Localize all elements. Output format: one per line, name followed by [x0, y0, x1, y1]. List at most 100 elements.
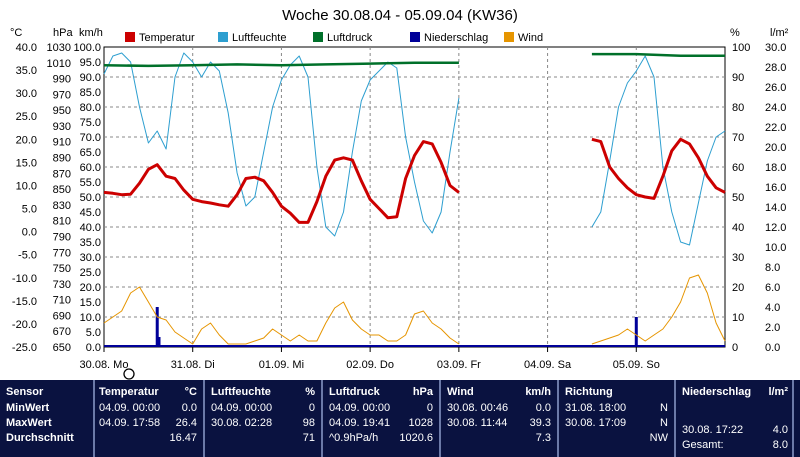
tick-label: 65.0: [80, 147, 101, 159]
tick-label: 2.0: [765, 322, 780, 334]
tick-label: 60.0: [80, 162, 101, 174]
tick-label: 26.0: [765, 82, 786, 94]
statistics-panel: Sensor MinWert MaxWert Durchschnitt Temp…: [0, 380, 800, 457]
luftdruck-min-time: 04.09. 00:00: [329, 402, 391, 414]
tick-label: 990: [53, 74, 71, 86]
niederschlag-total-value: 8.0: [772, 439, 788, 451]
axis-unit-label: °C: [10, 27, 22, 39]
stats-col-wind: Wind km/h 30.08. 00:46 0.0 30.08. 11:44 …: [441, 380, 559, 457]
niederschlag-max-value: 4.0: [772, 424, 788, 436]
tick-label: 970: [53, 89, 71, 101]
tick-label: 50: [732, 192, 744, 204]
tick-label: 55.0: [80, 177, 101, 189]
richtung-max-value: N: [660, 417, 668, 429]
tick-label: 24.0: [765, 102, 786, 114]
series-wind: [103, 274, 726, 345]
luftdruck-header: Luftdruck: [329, 386, 380, 398]
wind-avg-value: 7.3: [535, 432, 551, 444]
plot-area: [103, 46, 726, 348]
niederschlag-unit: l/m²: [768, 386, 788, 398]
tick-label: 790: [53, 231, 71, 243]
wind-max-value: 39.3: [529, 417, 551, 429]
rain-bars: [104, 307, 725, 347]
tick-label: 5.0: [86, 327, 101, 339]
tick-label: 30.0: [765, 42, 786, 54]
temperatur-max-value: 26.4: [175, 417, 197, 429]
temperatur-min-time: 04.09. 00:00: [99, 402, 161, 414]
tick-label: 10.0: [80, 312, 101, 324]
tick-label: 910: [53, 137, 71, 149]
x-tick-label: 01.09. Mi: [259, 359, 304, 371]
axis-units: °C hPa km/h% l/m²: [10, 27, 789, 39]
tick-label: 730: [53, 279, 71, 291]
tick-label: 10: [732, 312, 744, 324]
scroll-marker-icon[interactable]: [123, 368, 135, 380]
tick-label: 750: [53, 263, 71, 275]
luftfeuchte-header: Luftfeuchte: [211, 386, 271, 398]
tick-label: 710: [53, 295, 71, 307]
tick-label: -5.0: [18, 250, 37, 262]
niederschlag-header: Niederschlag: [682, 386, 752, 398]
richtung-avg-value: NW: [649, 432, 668, 444]
tick-label: 50.0: [80, 192, 101, 204]
sensor-header: Sensor: [6, 386, 44, 398]
x-tick-label: 05.09. So: [613, 359, 660, 371]
tick-label: -20.0: [12, 319, 37, 331]
stats-col-temperatur: Temperatur °C 04.09. 00:00 0.0 04.09. 17…: [95, 380, 205, 457]
tick-label: 4.0: [765, 302, 780, 314]
tick-label: 690: [53, 310, 71, 322]
row-label-avg: Durchschnitt: [6, 432, 74, 444]
grid: [104, 47, 725, 347]
x-tick-label: 04.09. Sa: [524, 359, 572, 371]
luftdruck-max-value: 1028: [408, 417, 433, 429]
richtung-max-time: 30.08. 17:09: [565, 417, 627, 429]
tick-label: 35.0: [80, 237, 101, 249]
axis-unit-label: l/m²: [770, 27, 789, 39]
rain-bar: [157, 337, 161, 347]
tick-label: 10.0: [16, 180, 37, 192]
luftdruck-max-time: 04.09. 19:41: [329, 417, 391, 429]
luftdruck-avg-value: 1020.6: [399, 432, 433, 444]
temperatur-min-value: 0.0: [181, 402, 197, 414]
row-label-min: MinWert: [6, 402, 50, 414]
tick-label: 830: [53, 200, 71, 212]
wind-header: Wind: [447, 386, 474, 398]
weather-chart: Woche 30.08.04 - 05.09.04 (KW36) Tempera…: [10, 7, 789, 380]
niederschlag-total-label: Gesamt:: [682, 439, 724, 451]
legend-label: Luftdruck: [327, 32, 373, 44]
tick-label: 20.0: [80, 282, 101, 294]
tick-label: 650: [53, 342, 71, 354]
series-luftdruck: [103, 52, 725, 68]
tick-label: -25.0: [12, 342, 37, 354]
tick-label: 16.0: [765, 182, 786, 194]
axis-ticks: 40.0 35.0 30.0 25.0 20.0 15.0 10.0 5.0 0.0 -5.0 -1…: [12, 42, 787, 354]
tick-label: 5.0: [22, 204, 37, 216]
tick-label: 950: [53, 105, 71, 117]
temperatur-avg-value: 16.47: [169, 432, 197, 444]
tick-label: 70.0: [80, 132, 101, 144]
stats-col-richtung: Richtung 31.08. 18:00 N 30.08. 17:09 N N…: [559, 380, 676, 457]
tick-label: 15.0: [80, 297, 101, 309]
legend-swatch: [125, 32, 135, 42]
tick-label: 90: [732, 72, 744, 84]
tick-label: 20.0: [16, 134, 37, 146]
axis-unit-label: hPa: [53, 27, 73, 39]
wind-max-time: 30.08. 11:44: [447, 417, 508, 429]
rain-bar: [155, 307, 159, 347]
tick-label: 1010: [47, 58, 71, 70]
series-luftfeuchte: [103, 52, 726, 246]
x-axis-labels: 30.08. Mo 31.08. Di 01.09. Mi 02.09. Do 03.0…: [80, 347, 660, 371]
tick-label: 95.0: [80, 57, 101, 69]
luftfeuchte-max-time: 30.08. 02:28: [211, 417, 273, 429]
axis-unit-label: km/h: [79, 27, 103, 39]
tick-label: 0: [732, 342, 738, 354]
tick-label: 930: [53, 121, 71, 133]
tick-label: 890: [53, 153, 71, 165]
temperatur-max-time: 04.09. 17:58: [99, 417, 161, 429]
tick-label: 80.0: [80, 102, 101, 114]
x-tick-label: 30.08. Mo: [80, 359, 129, 371]
luftfeuchte-max-value: 98: [302, 417, 315, 429]
tick-label: 40: [732, 222, 744, 234]
tick-label: 770: [53, 247, 71, 259]
legend-label: Temperatur: [139, 32, 195, 44]
